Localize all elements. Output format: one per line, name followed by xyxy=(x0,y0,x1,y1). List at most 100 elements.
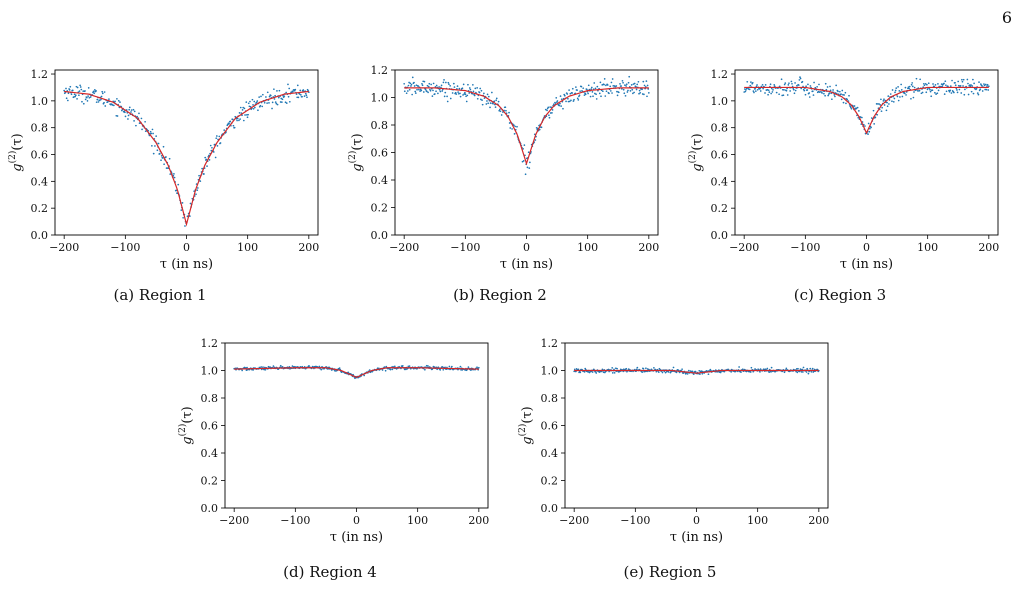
data-point xyxy=(476,87,478,89)
data-point xyxy=(238,112,241,114)
data-point xyxy=(182,216,184,219)
data-point xyxy=(407,84,410,87)
data-point xyxy=(189,215,191,217)
data-point xyxy=(775,91,778,94)
data-point xyxy=(870,117,873,119)
data-point xyxy=(788,82,790,85)
data-point xyxy=(538,128,541,131)
data-point xyxy=(489,102,492,104)
data-point xyxy=(754,90,757,92)
data-point xyxy=(560,98,563,101)
data-point xyxy=(421,84,424,87)
data-point xyxy=(69,85,72,88)
data-point xyxy=(132,108,135,111)
data-point xyxy=(694,370,697,373)
data-point xyxy=(812,94,815,96)
data-point xyxy=(905,94,907,96)
data-point xyxy=(98,99,101,102)
data-point xyxy=(616,94,619,97)
data-point xyxy=(177,183,180,186)
data-point xyxy=(266,91,269,94)
data-point xyxy=(434,86,437,88)
data-point xyxy=(943,93,946,95)
data-point xyxy=(483,92,485,95)
data-point xyxy=(284,101,287,104)
data-point xyxy=(407,90,409,92)
data-point xyxy=(476,97,479,100)
data-point xyxy=(432,89,434,92)
data-point xyxy=(629,90,632,92)
data-point xyxy=(958,88,961,91)
data-point xyxy=(268,95,271,98)
data-point xyxy=(162,157,164,159)
data-point xyxy=(252,369,255,371)
data-point xyxy=(811,367,814,370)
caption-region-3: (c) Region 3 xyxy=(793,286,887,304)
data-point xyxy=(803,89,806,92)
data-point xyxy=(493,100,496,103)
data-point xyxy=(158,152,161,155)
data-point xyxy=(560,105,562,107)
data-point xyxy=(826,86,829,88)
y-tick-label: 0.0 xyxy=(371,229,389,242)
data-point xyxy=(833,94,836,96)
data-point xyxy=(793,92,796,95)
data-point xyxy=(280,97,283,100)
data-point xyxy=(730,371,732,373)
data-point xyxy=(408,88,411,91)
data-point xyxy=(526,166,529,169)
data-point xyxy=(487,95,490,98)
data-point xyxy=(586,88,588,91)
data-point xyxy=(540,126,543,129)
data-point xyxy=(554,101,556,104)
data-point xyxy=(594,92,596,95)
data-point xyxy=(622,81,624,84)
data-point xyxy=(888,99,891,101)
data-point xyxy=(639,91,642,94)
data-point xyxy=(486,100,488,102)
data-point xyxy=(945,90,948,93)
data-point xyxy=(916,89,919,92)
data-point xyxy=(305,94,308,97)
data-point xyxy=(920,92,923,95)
data-point xyxy=(880,110,883,113)
chart-region-5: −200 −100 0 100 200 0.0 0.2 0.4 0.6 0.8 1.0 1.2 τ (i… xyxy=(517,337,829,545)
caption-region-1: (a) Region 1 xyxy=(113,286,207,304)
data-point xyxy=(786,94,789,96)
x-tick-label: −200 xyxy=(729,241,759,254)
y-tick-label: 1.2 xyxy=(541,337,559,350)
data-point xyxy=(448,365,451,368)
data-point xyxy=(894,91,896,94)
data-point xyxy=(87,87,90,89)
data-point xyxy=(249,105,252,108)
data-point xyxy=(516,125,518,128)
data-point xyxy=(638,92,640,95)
data-point xyxy=(800,370,803,373)
fit-curve xyxy=(234,367,479,379)
data-point xyxy=(212,151,215,153)
data-point xyxy=(495,99,497,102)
y-tick-label: 0.6 xyxy=(201,420,219,433)
data-point xyxy=(411,93,413,96)
data-point xyxy=(818,83,820,86)
data-point xyxy=(770,92,772,95)
data-point xyxy=(796,371,799,374)
data-point xyxy=(575,86,577,88)
data-point xyxy=(861,116,863,119)
data-point xyxy=(100,95,103,98)
data-point xyxy=(438,88,441,91)
data-point xyxy=(140,117,143,120)
data-point xyxy=(563,94,566,97)
data-point xyxy=(672,366,675,369)
data-point xyxy=(432,82,435,85)
data-point xyxy=(216,145,219,147)
data-point xyxy=(548,114,550,117)
data-point xyxy=(371,370,373,373)
data-point xyxy=(795,370,797,373)
data-point xyxy=(787,84,790,86)
y-tick-label: 0.6 xyxy=(711,149,729,162)
data-point xyxy=(809,85,812,87)
data-point xyxy=(568,89,570,91)
y-tick-label: 0.8 xyxy=(541,392,559,405)
data-point xyxy=(853,105,856,107)
